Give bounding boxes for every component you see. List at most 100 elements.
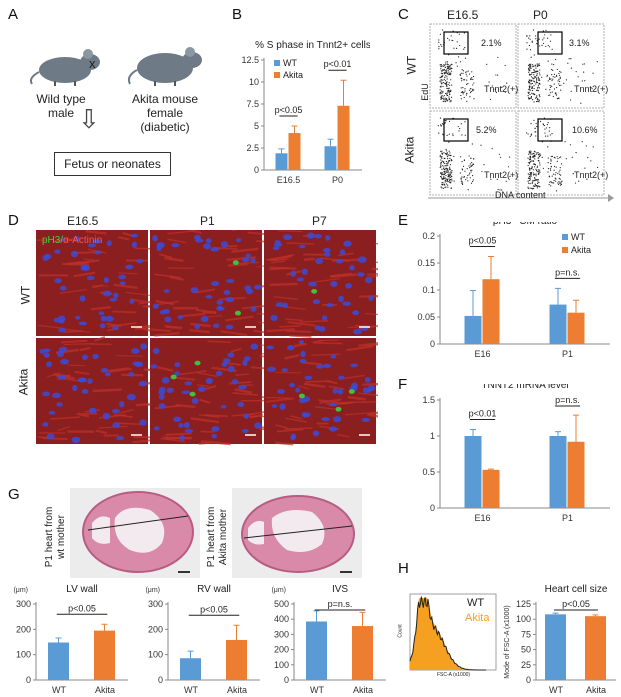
flow-dot <box>443 183 446 185</box>
flow-dot <box>528 97 530 99</box>
flow-dot <box>444 172 446 175</box>
flow-dot <box>462 70 464 72</box>
flow-dot <box>466 100 468 102</box>
flow-dot <box>533 54 535 56</box>
flow-dot <box>556 68 558 71</box>
flow-dot <box>533 174 535 176</box>
flow-dot <box>451 178 453 180</box>
flow-dot <box>451 67 453 69</box>
flow-dot <box>530 172 532 174</box>
chart-ivs: IVS (μm) 0 100 200 300 400 500 WT Akita p=n.s. <box>271 584 386 695</box>
flow-dot <box>458 33 460 35</box>
flow-dot <box>532 64 534 66</box>
flow-dot <box>552 95 554 98</box>
nucleus <box>351 382 358 389</box>
nucleus <box>308 281 317 287</box>
flow-dot <box>559 182 561 184</box>
flow-dot <box>498 153 500 155</box>
actinin-fiber <box>284 427 313 430</box>
flow-dot <box>442 74 444 76</box>
flow-dot <box>471 165 473 167</box>
flow-dot <box>553 83 555 85</box>
nucleus <box>109 297 118 302</box>
nucleus <box>71 436 81 444</box>
actinin-fiber <box>314 277 340 283</box>
flow-dot <box>473 98 475 100</box>
flow-dot <box>440 91 442 93</box>
nucleus <box>338 295 345 303</box>
flow-dot <box>553 182 555 184</box>
nucleus <box>321 315 328 321</box>
flow-dot <box>557 157 559 160</box>
flow-dot <box>452 133 454 135</box>
actinin-fiber <box>116 355 143 357</box>
flow-dot <box>461 91 464 93</box>
flow-dot <box>472 89 475 91</box>
actinin-fiber <box>231 413 255 417</box>
flow-dot <box>537 173 539 175</box>
chart-title: LV wall <box>66 584 98 595</box>
flow-dot <box>472 84 474 86</box>
flow-dot <box>571 156 573 158</box>
nucleus <box>42 391 51 397</box>
flow-dot <box>464 88 466 90</box>
flow-dot <box>447 170 449 172</box>
actinin-fiber <box>97 425 128 429</box>
flow-dot <box>538 63 540 65</box>
flow-dot <box>537 85 540 87</box>
flow-dot <box>446 178 449 180</box>
chart-title: pH3⁺ CM ratio <box>493 222 558 227</box>
flow-dot <box>441 156 443 158</box>
flow-dot <box>444 186 446 189</box>
actinin-fiber <box>358 342 378 347</box>
flow-dot <box>472 90 474 92</box>
flow-dot <box>529 64 531 66</box>
flow-dot <box>559 77 561 79</box>
nucleus <box>42 422 49 427</box>
y-tick-label: 0.05 <box>417 312 435 322</box>
actinin-fiber <box>73 271 96 278</box>
flow-dot <box>547 157 549 159</box>
x-tick-label: WT <box>310 685 324 695</box>
nucleus <box>138 380 147 387</box>
flow-dot <box>469 91 472 94</box>
nucleus <box>227 365 235 373</box>
breeding-scheme <box>29 47 202 86</box>
flow-dot <box>449 164 451 166</box>
actinin-fiber <box>314 341 343 345</box>
flow-dot <box>440 64 442 66</box>
flow-gate <box>443 31 469 55</box>
flow-dot <box>443 175 445 177</box>
actinin-fiber <box>200 440 231 446</box>
nucleus <box>60 237 67 242</box>
flow-dot <box>533 150 535 152</box>
flow-dot <box>441 83 443 85</box>
flow-dot <box>549 181 551 183</box>
flow-dot <box>532 169 534 171</box>
actinin-fiber <box>371 267 378 271</box>
nucleus <box>43 352 50 358</box>
flow-gate-label-1: Tnnt2(+) <box>484 84 519 94</box>
bar-wt-p1 <box>549 304 567 344</box>
actinin-fiber <box>79 346 91 352</box>
nucleus <box>184 429 194 433</box>
flow-dot <box>442 165 444 167</box>
flow-dot <box>445 75 447 77</box>
flow-dot <box>451 169 453 172</box>
nucleus <box>243 413 249 419</box>
actinin-fiber <box>269 267 289 271</box>
flow-dot <box>532 99 534 101</box>
flow-dot <box>536 63 538 65</box>
flow-dot <box>449 160 451 162</box>
flow-dot <box>495 74 497 76</box>
actinin-fiber <box>230 347 242 353</box>
he-section-akita-image <box>241 495 355 573</box>
flow-row-wt: WT <box>404 55 419 75</box>
flow-dot <box>529 135 531 137</box>
micro-row-wt: WT <box>18 285 33 305</box>
flow-dot <box>443 168 446 170</box>
flow-dot <box>531 40 533 42</box>
actinin-fiber <box>113 283 138 290</box>
flow-dot <box>439 80 441 82</box>
flow-dot <box>497 188 499 191</box>
